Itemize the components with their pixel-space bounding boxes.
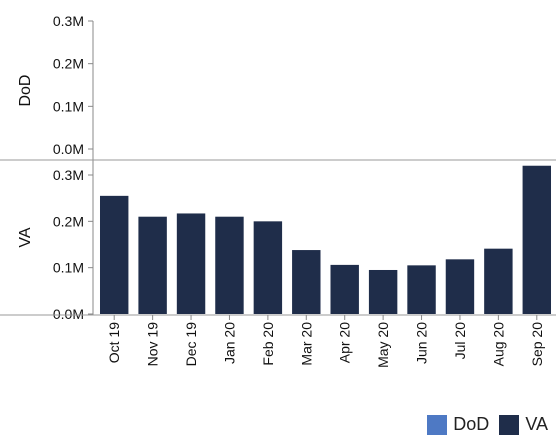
y-tick-label-va: 0.1M [53,260,84,276]
legend-item-dod[interactable]: DoD [427,414,489,435]
x-tick-label: Aug 20 [490,322,506,367]
x-tick-label: Dec 19 [183,322,199,367]
bar-va-nov-19 [138,216,167,314]
x-tick-label: Feb 20 [260,322,276,366]
x-tick-label: Sep 20 [529,322,545,367]
legend-swatch-va [499,414,520,435]
bar-va-aug-20 [484,248,513,314]
legend-swatch-dod [427,414,448,435]
bar-va-apr-20 [330,264,359,314]
y-tick-label-dod: 0.3M [53,13,84,29]
x-tick-label: Jul 20 [452,322,468,360]
y-tick-label-va: 0.2M [53,213,84,229]
bar-va-dec-19 [176,213,206,314]
x-tick-label: Jan 20 [221,322,237,364]
bar-va-may-20 [368,269,398,314]
legend-item-va[interactable]: VA [499,414,548,435]
y-tick-label-va: 0.0M [53,306,84,322]
x-tick-label: Apr 20 [337,322,353,363]
bar-va-mar-20 [292,250,321,314]
bar-va-oct-19 [99,195,129,314]
x-tick-label: May 20 [375,322,391,368]
bar-va-jul-20 [445,259,475,314]
panel-title-va: VA [17,227,34,247]
bar-va-jun-20 [407,265,436,314]
x-tick-label: Nov 19 [145,322,161,367]
y-tick-label-dod: 0.0M [53,141,84,157]
x-tick-label: Mar 20 [298,322,314,366]
panel-title-dod: DoD [17,74,34,106]
y-tick-label-dod: 0.2M [53,56,84,72]
bar-va-sep-20 [522,165,552,314]
x-tick-label: Jun 20 [414,322,430,364]
y-tick-label-va: 0.3M [53,167,84,183]
x-tick-label: Oct 19 [106,322,122,363]
legend-label-dod: DoD [453,414,490,434]
legend-label-va: VA [525,414,548,434]
bar-va-feb-20 [253,221,283,314]
bar-va-jan-20 [215,216,244,314]
y-tick-label-dod: 0.1M [53,98,84,114]
legend: DoD VA [423,414,548,435]
